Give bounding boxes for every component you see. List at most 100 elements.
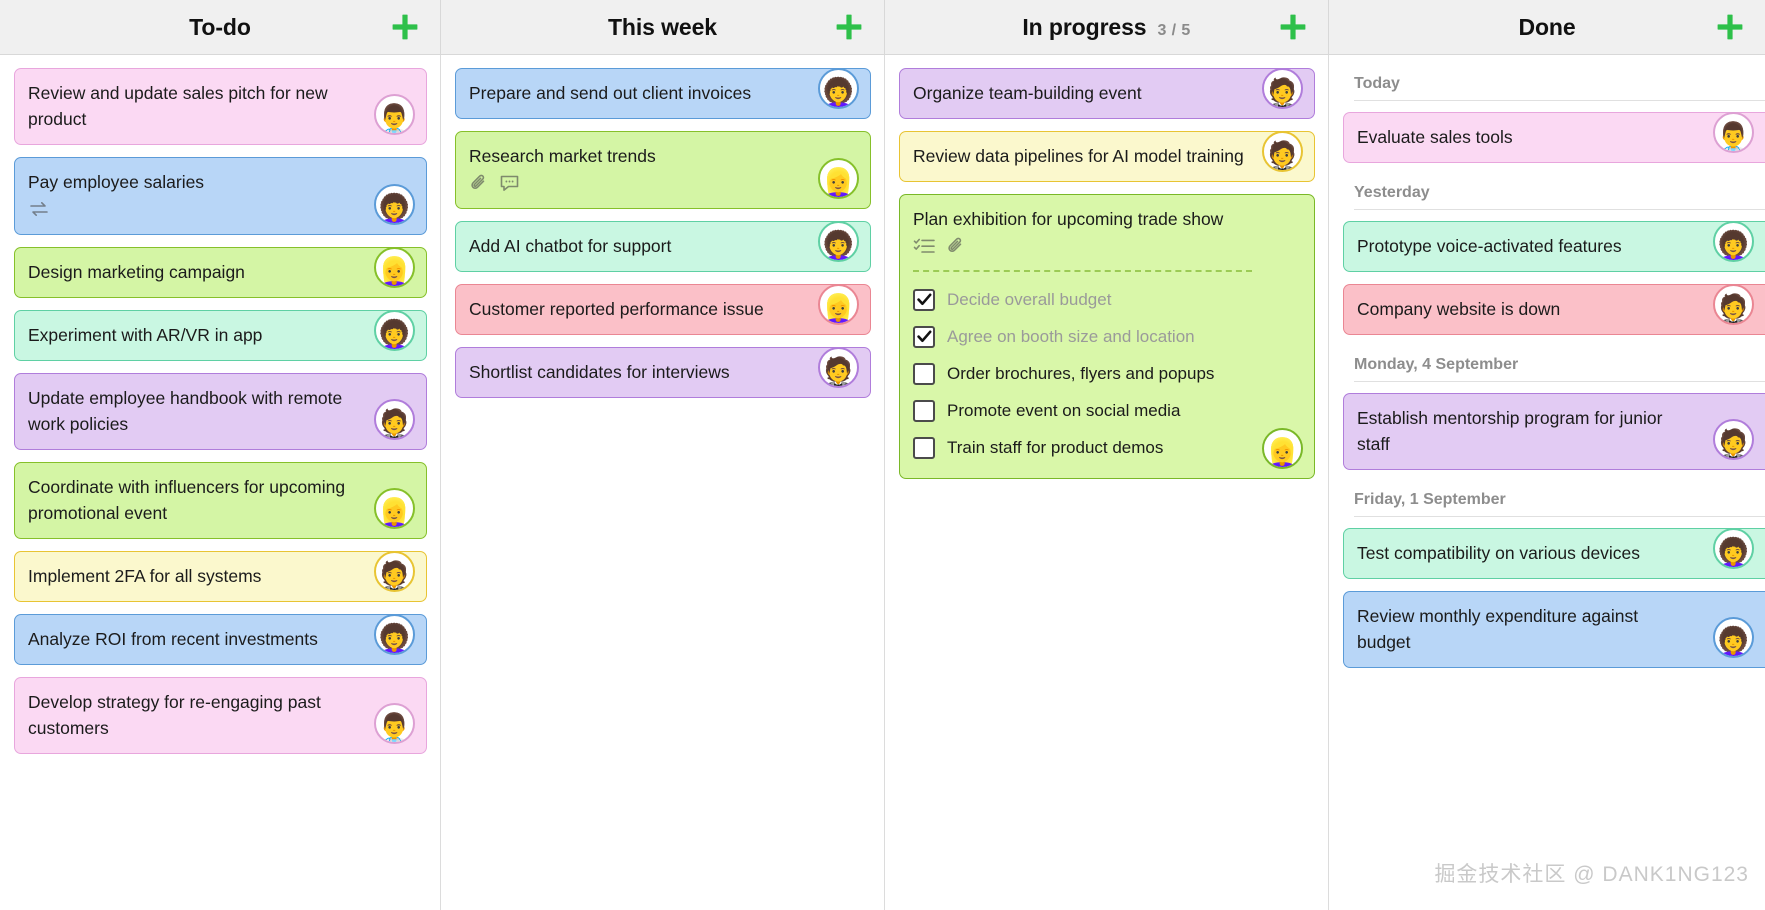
avatar[interactable]: 👩‍🦱 — [1713, 221, 1754, 262]
task-card[interactable]: Review and update sales pitch for new pr… — [14, 68, 427, 145]
avatar[interactable]: 👩‍🦱 — [818, 68, 859, 109]
task-card[interactable]: Pay employee salaries 👩‍🦱 — [14, 157, 427, 235]
comment-icon — [499, 173, 520, 198]
task-card-title: Evaluate sales tools — [1357, 127, 1513, 147]
avatar[interactable]: 🤵 — [1262, 68, 1303, 109]
task-card-title: Develop strategy for re-engaging past cu… — [28, 692, 321, 738]
avatar[interactable]: 👩‍🦱 — [374, 614, 415, 655]
task-card[interactable]: Review monthly expenditure against budge… — [1343, 591, 1765, 668]
add-card-button-todo[interactable] — [388, 10, 422, 44]
avatar[interactable]: 👨‍⚕️ — [374, 703, 415, 744]
column-title: To-do — [189, 13, 251, 40]
task-card[interactable]: Update employee handbook with remote wor… — [14, 373, 427, 450]
checklist-item-label: Agree on booth size and location — [947, 326, 1195, 346]
checklist-item-label: Train staff for product demos — [947, 437, 1164, 457]
avatar[interactable]: 👩‍🦱 — [374, 310, 415, 351]
avatar[interactable]: 🤵 — [374, 399, 415, 440]
avatar[interactable]: 🤵 — [1713, 419, 1754, 460]
avatar[interactable]: 👱‍♀️ — [374, 247, 415, 288]
task-card[interactable]: Customer reported performance issue 👱‍♀️ — [455, 284, 871, 335]
plus-icon — [836, 14, 862, 40]
add-card-button-inprogress[interactable] — [1276, 10, 1310, 44]
task-card[interactable]: Coordinate with influencers for upcoming… — [14, 462, 427, 539]
avatar[interactable]: 👩‍🦱 — [818, 221, 859, 262]
task-card[interactable]: Prepare and send out client invoices 👩‍🦱 — [455, 68, 871, 119]
avatar[interactable]: 👨‍⚕️ — [1713, 112, 1754, 153]
task-card[interactable]: Organize team-building event 🤵 — [899, 68, 1315, 119]
checklist-item[interactable]: Order brochures, flyers and popups — [913, 355, 1252, 392]
checklist-item-label: Decide overall budget — [947, 289, 1112, 309]
task-card[interactable]: Review data pipelines for AI model train… — [899, 131, 1315, 182]
avatar-glyph: 🤵 — [1263, 78, 1302, 109]
done-group-label: Today — [1354, 75, 1400, 92]
avatar-glyph: 🤵 — [1714, 294, 1753, 325]
avatar-glyph: 🤵 — [1263, 141, 1302, 172]
task-card[interactable]: Shortlist candidates for interviews 🤵 — [455, 347, 871, 398]
avatar[interactable]: 👱‍♀️ — [818, 284, 859, 325]
column-todo: To-do Review and update sales pitch for n… — [0, 0, 441, 910]
avatar[interactable]: 🤵 — [1713, 284, 1754, 325]
avatar[interactable]: 👩‍🦱 — [374, 184, 415, 225]
avatar[interactable]: 👱‍♀️ — [818, 158, 859, 199]
task-card-title: Experiment with AR/VR in app — [28, 325, 263, 345]
checkbox-icon[interactable] — [913, 362, 935, 385]
avatar-glyph: 👩‍🦱 — [375, 320, 414, 351]
avatar[interactable]: 👩‍🦱 — [1713, 617, 1754, 658]
checklist-icon — [913, 236, 935, 261]
task-card[interactable]: Establish mentorship program for junior … — [1343, 393, 1765, 470]
avatar[interactable]: 👱‍♀️ — [1262, 428, 1303, 469]
task-card[interactable]: Research market trends 👱‍♀️ — [455, 131, 871, 209]
column-title: In progress — [1022, 13, 1147, 40]
task-card[interactable]: Implement 2FA for all systems 🤵 — [14, 551, 427, 602]
task-card-title: Design marketing campaign — [28, 262, 245, 282]
avatar-glyph: 👩‍🦱 — [1714, 231, 1753, 262]
checklist-item[interactable]: Train staff for product demos — [913, 429, 1252, 466]
avatar-glyph: 🤵 — [375, 561, 414, 592]
avatar[interactable]: 👩‍🦱 — [1713, 528, 1754, 569]
avatar-glyph: 👩‍🦱 — [1714, 627, 1753, 658]
avatar[interactable]: 👨‍⚕️ — [374, 94, 415, 135]
column-title: This week — [607, 13, 718, 40]
checkbox-checked-icon[interactable] — [913, 325, 935, 348]
done-group-divider — [1354, 100, 1765, 101]
avatar[interactable]: 🤵 — [1262, 131, 1303, 172]
avatar[interactable]: 🤵 — [374, 551, 415, 592]
task-card[interactable]: Test compatibility on various devices 👩‍🦱 — [1343, 528, 1765, 579]
plus-icon — [1717, 14, 1743, 40]
task-card[interactable]: Plan exhibition for upcoming trade show D… — [899, 194, 1315, 479]
avatar[interactable]: 👱‍♀️ — [374, 488, 415, 529]
checkbox-icon[interactable] — [913, 436, 935, 459]
task-card-title: Plan exhibition for upcoming trade show — [913, 209, 1224, 229]
add-card-button-done[interactable] — [1713, 10, 1747, 44]
checklist-item[interactable]: Promote event on social media — [913, 392, 1252, 429]
done-group-divider — [1354, 516, 1765, 517]
task-card[interactable]: Add AI chatbot for support 👩‍🦱 — [455, 221, 871, 272]
avatar-glyph: 👱‍♀️ — [1263, 438, 1302, 469]
task-card[interactable]: Experiment with AR/VR in app 👩‍🦱 — [14, 310, 427, 361]
task-card[interactable]: Develop strategy for re-engaging past cu… — [14, 677, 427, 754]
checklist-item-label: Promote event on social media — [947, 400, 1181, 420]
add-card-button-thisweek[interactable] — [832, 10, 866, 44]
task-card[interactable]: Company website is down 🤵 — [1343, 284, 1765, 335]
watermark: 掘金技术社区 @ DANK1NG123 — [1434, 863, 1749, 886]
task-card-title: Pay employee salaries — [28, 172, 205, 192]
checklist-item[interactable]: Decide overall budget — [913, 281, 1252, 318]
checkbox-checked-icon[interactable] — [913, 288, 935, 311]
avatar-glyph: 👨‍⚕️ — [375, 104, 414, 135]
avatar-glyph: 🤵 — [1714, 429, 1753, 460]
checkbox-icon[interactable] — [913, 399, 935, 422]
task-card-title: Customer reported performance issue — [469, 299, 764, 319]
avatar-glyph: 👱‍♀️ — [375, 257, 414, 288]
task-card[interactable]: Design marketing campaign 👱‍♀️ — [14, 247, 427, 298]
avatar-glyph: 👱‍♀️ — [819, 168, 858, 199]
task-card-title: Review monthly expenditure against budge… — [1357, 606, 1639, 652]
task-card-meta — [28, 201, 364, 222]
avatar[interactable]: 🤵 — [818, 347, 859, 388]
task-card[interactable]: Evaluate sales tools 👨‍⚕️ — [1343, 112, 1765, 163]
task-card[interactable]: Prototype voice-activated features 👩‍🦱 — [1343, 221, 1765, 272]
task-card-title: Company website is down — [1357, 299, 1561, 319]
done-group-divider — [1354, 381, 1765, 382]
task-card[interactable]: Analyze ROI from recent investments 👩‍🦱 — [14, 614, 427, 665]
task-card-title: Update employee handbook with remote wor… — [28, 388, 343, 434]
checklist-item[interactable]: Agree on booth size and location — [913, 318, 1252, 355]
